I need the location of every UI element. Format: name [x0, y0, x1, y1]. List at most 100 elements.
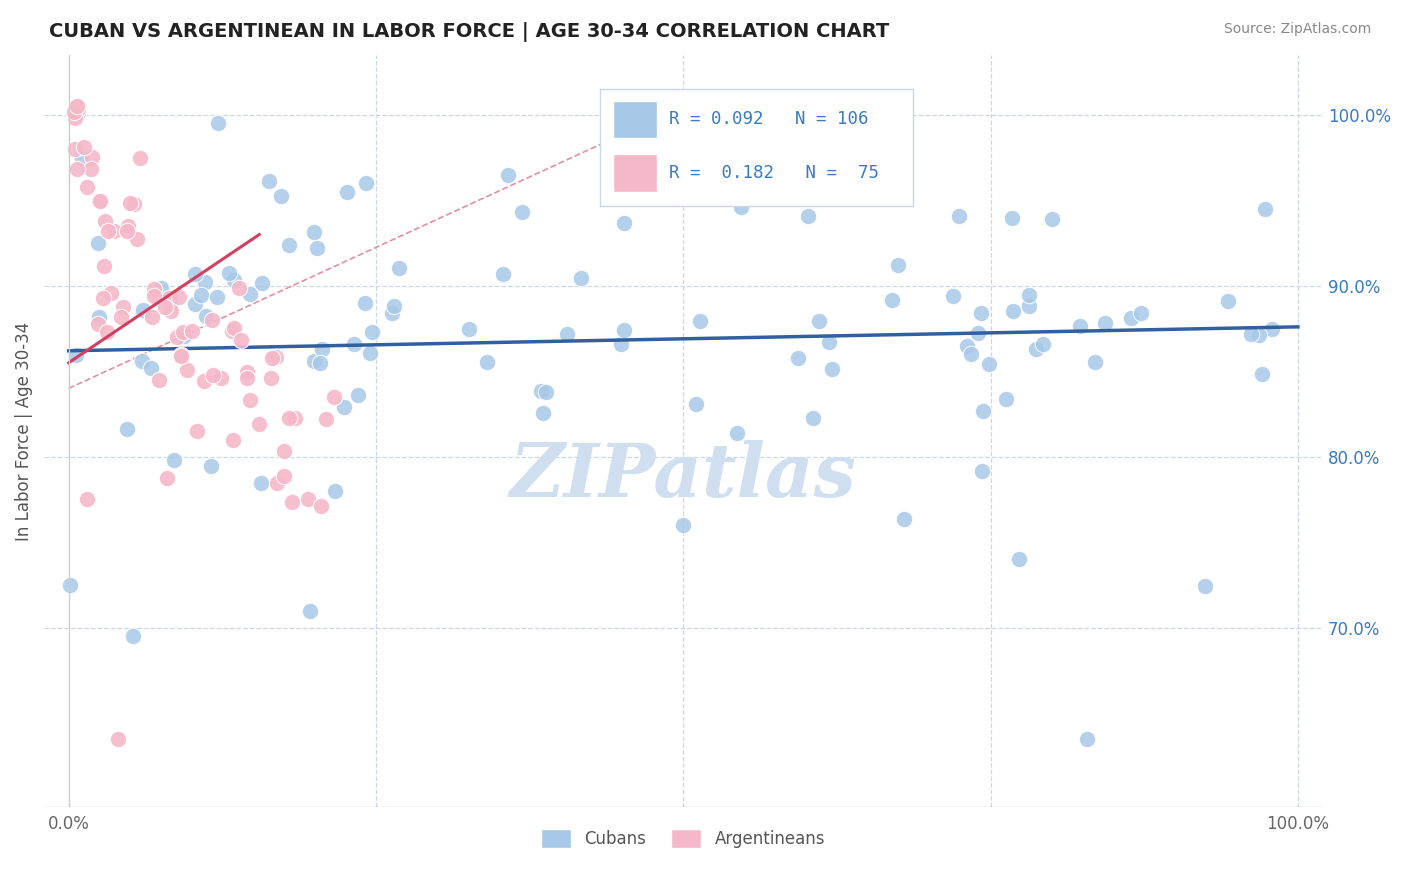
Point: [117, 422, 139, 436]
Point: [309, 499, 332, 513]
Point: [59, 578, 82, 592]
Point: [1130, 306, 1153, 320]
Point: [63, 143, 86, 157]
Point: [942, 289, 965, 303]
Point: [122, 197, 145, 211]
Point: [121, 629, 143, 643]
Point: [163, 452, 186, 467]
Point: [260, 351, 283, 366]
Point: [354, 177, 377, 191]
Point: [176, 363, 198, 377]
Point: [236, 365, 259, 379]
Point: [260, 371, 283, 385]
Point: [184, 268, 207, 282]
Point: [1040, 211, 1063, 226]
Point: [1025, 342, 1047, 356]
Text: CUBAN VS ARGENTINEAN IN LABOR FORCE | AGE 30-34 CORRELATION CHART: CUBAN VS ARGENTINEAN IN LABOR FORCE | AG…: [49, 22, 890, 42]
Point: [250, 277, 273, 291]
Point: [142, 282, 165, 296]
Point: [193, 375, 215, 389]
Point: [222, 433, 245, 447]
Point: [73, 140, 96, 154]
Point: [239, 286, 262, 301]
Point: [100, 285, 122, 300]
Point: [972, 403, 994, 417]
Point: [361, 325, 384, 339]
Point: [948, 210, 970, 224]
Point: [689, 314, 711, 328]
Point: [205, 290, 228, 304]
Point: [557, 327, 579, 342]
Point: [343, 337, 366, 351]
Point: [228, 280, 250, 294]
Point: [209, 371, 232, 385]
Point: [281, 495, 304, 509]
Point: [270, 188, 292, 202]
Text: ZIPatlas: ZIPatlas: [510, 440, 856, 513]
Y-axis label: In Labor Force | Age 30-34: In Labor Force | Age 30-34: [15, 321, 32, 541]
Point: [160, 304, 183, 318]
Point: [222, 321, 245, 335]
Point: [87, 236, 110, 251]
Point: [166, 329, 188, 343]
Point: [1076, 731, 1098, 746]
Point: [332, 400, 354, 414]
Point: [194, 275, 217, 289]
Point: [94, 213, 117, 227]
Point: [1018, 287, 1040, 301]
Point: [93, 259, 115, 273]
Point: [66, 99, 89, 113]
Point: [139, 360, 162, 375]
Point: [141, 310, 163, 324]
Point: [91, 291, 114, 305]
Point: [247, 417, 270, 431]
Point: [336, 185, 359, 199]
Point: [277, 238, 299, 252]
Point: [887, 258, 910, 272]
Point: [231, 334, 253, 348]
Point: [458, 322, 481, 336]
Point: [172, 325, 194, 339]
Point: [302, 353, 325, 368]
Point: [821, 361, 844, 376]
Point: [359, 346, 381, 360]
Point: [302, 225, 325, 239]
Point: [80, 162, 103, 177]
Point: [1216, 293, 1239, 308]
Point: [266, 476, 288, 491]
Point: [156, 471, 179, 485]
Point: [382, 299, 405, 313]
Point: [150, 281, 173, 295]
Point: [534, 385, 557, 400]
Point: [218, 266, 240, 280]
Point: [200, 458, 222, 473]
Point: [131, 354, 153, 368]
Point: [221, 324, 243, 338]
Point: [103, 225, 125, 239]
Point: [995, 392, 1018, 407]
Point: [87, 310, 110, 325]
Point: [236, 370, 259, 384]
Point: [157, 291, 180, 305]
Point: [132, 302, 155, 317]
Point: [184, 297, 207, 311]
Point: [89, 194, 111, 209]
Point: [173, 329, 195, 343]
Point: [96, 326, 118, 340]
Point: [239, 393, 262, 408]
Point: [956, 339, 979, 353]
Point: [311, 343, 333, 357]
Point: [801, 410, 824, 425]
Point: [510, 205, 533, 219]
Point: [224, 273, 246, 287]
Point: [893, 512, 915, 526]
Point: [62, 105, 84, 120]
Point: [685, 397, 707, 411]
Point: [671, 518, 693, 533]
Point: [353, 296, 375, 310]
Point: [315, 412, 337, 426]
Point: [107, 731, 129, 746]
Point: [808, 314, 831, 328]
Point: [117, 219, 139, 233]
Point: [70, 151, 93, 165]
